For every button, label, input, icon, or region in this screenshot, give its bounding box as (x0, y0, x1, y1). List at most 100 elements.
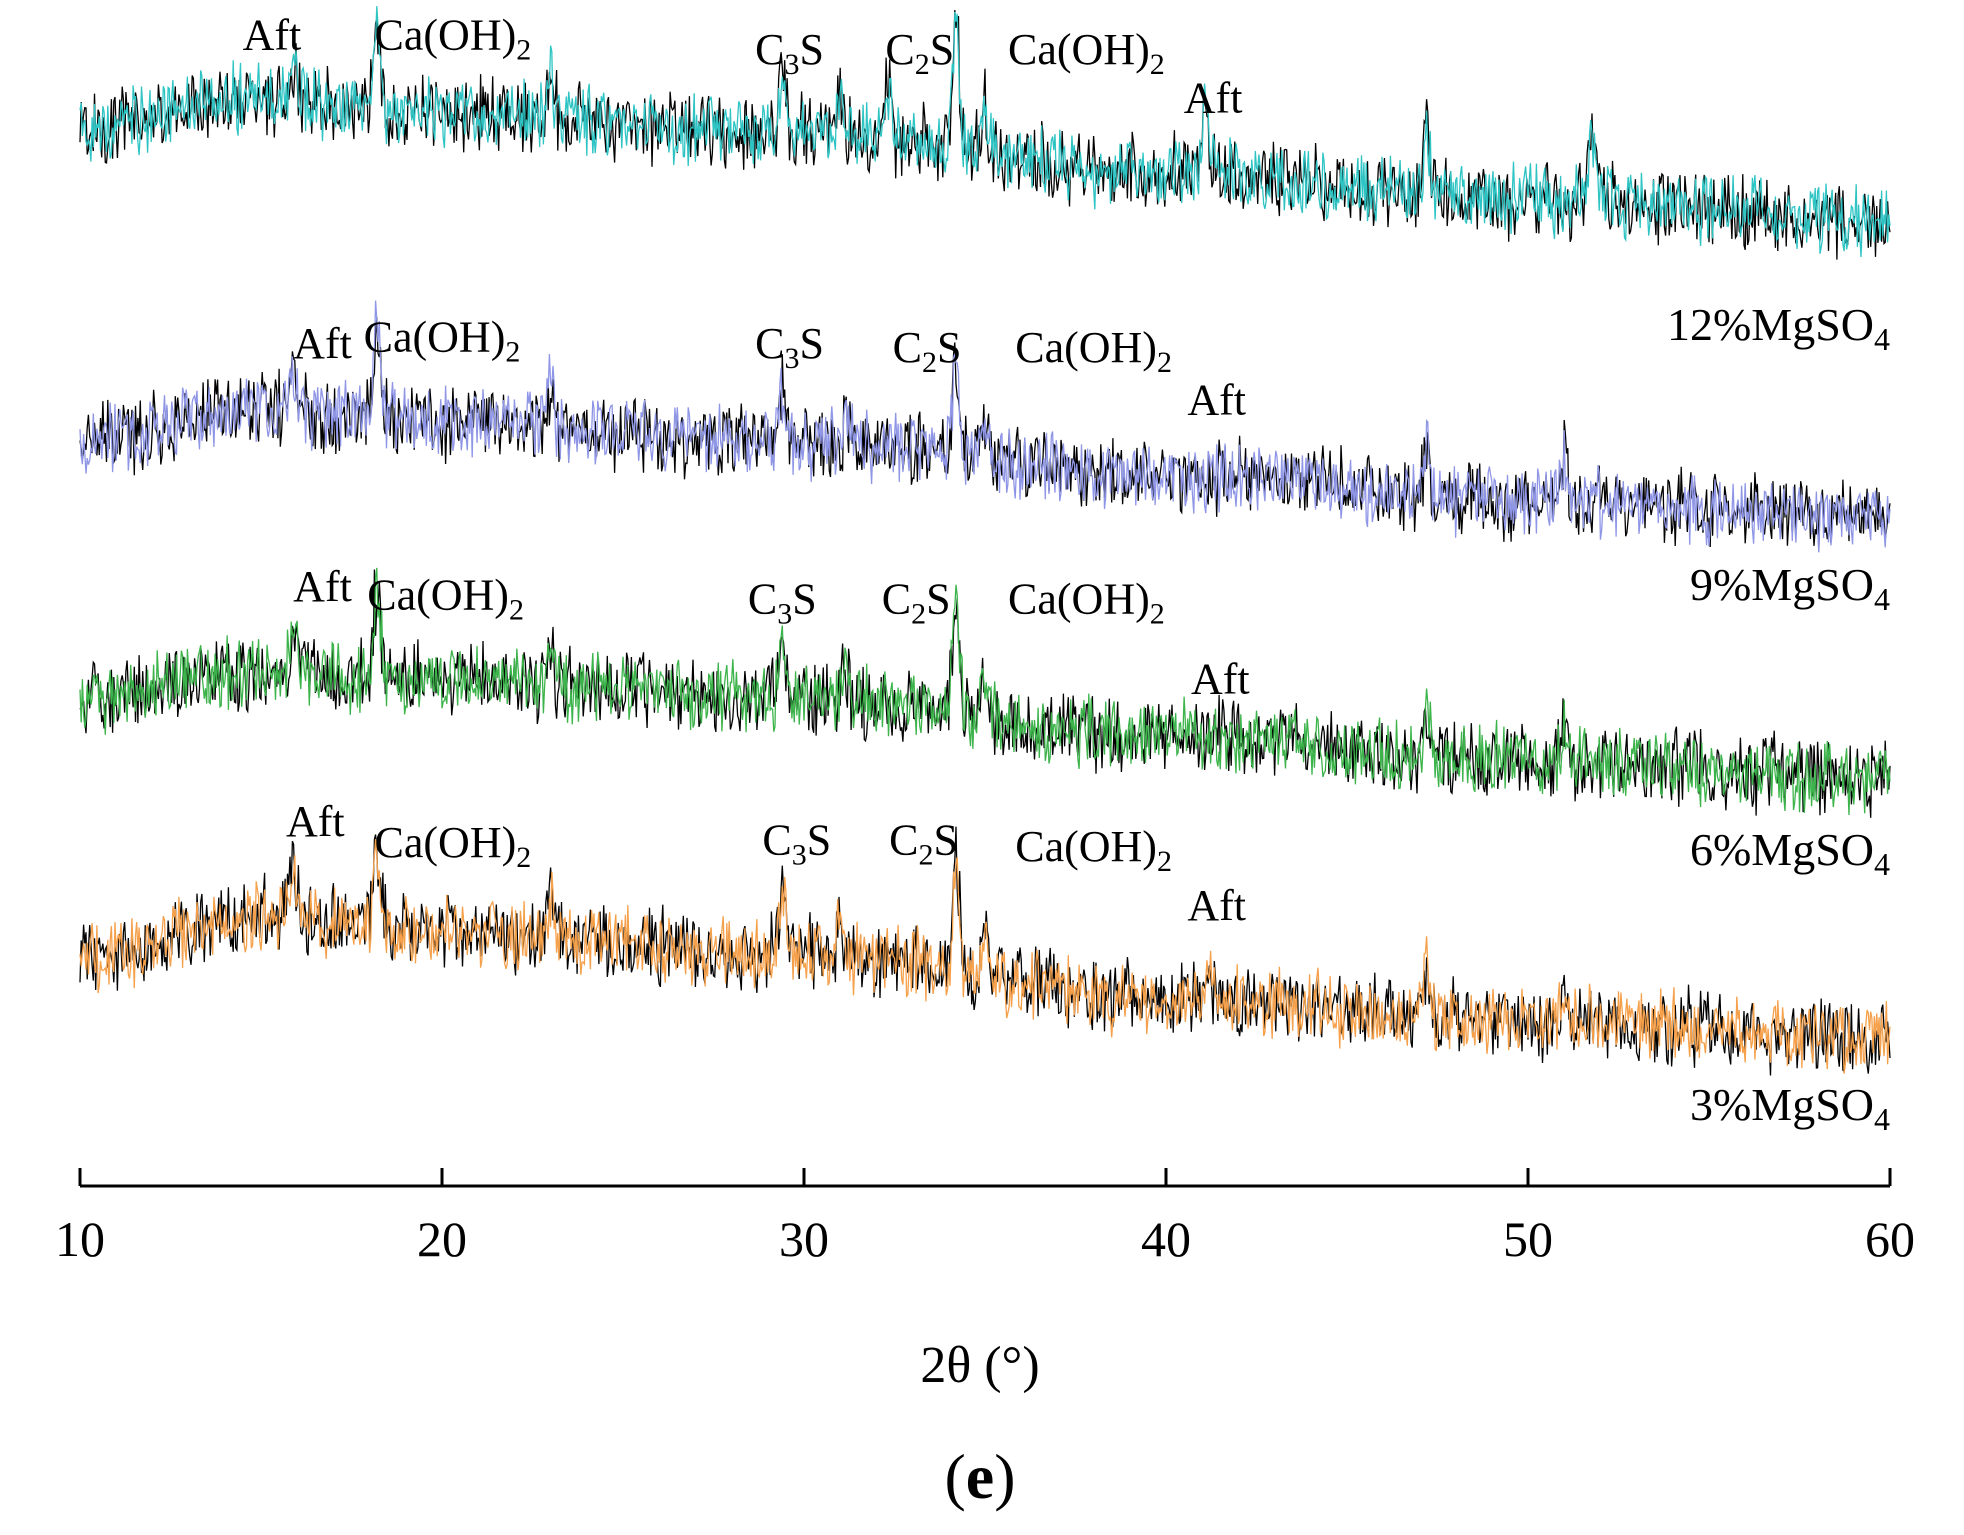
peak-label-tail: S (799, 319, 823, 368)
peak-label: Aft (243, 11, 302, 60)
peak-label-tail: S (792, 575, 816, 624)
peak-label: C3S (748, 575, 817, 631)
panel-label-open: ( (944, 1441, 965, 1512)
x-tick-label: 60 (1865, 1211, 1915, 1267)
peak-label: Aft (1184, 74, 1243, 123)
peak-label-tail: S (807, 816, 831, 865)
series-label-subscript: 4 (1874, 321, 1890, 357)
peak-label-main: Ca(OH) (1015, 822, 1157, 871)
series-3-pattern-line (79, 567, 1891, 816)
peak-label-subscript: 2 (915, 48, 930, 81)
peak-label: Ca(OH)2 (367, 570, 524, 626)
peak-label: Ca(OH)2 (1008, 25, 1165, 81)
peak-label-subscript: 2 (918, 839, 933, 872)
peak-label: Ca(OH)2 (1015, 822, 1172, 878)
x-tick-label: 40 (1141, 1211, 1191, 1267)
peak-label-subscript: 3 (784, 48, 799, 81)
series-label-subscript: 4 (1874, 1101, 1890, 1137)
peak-label-main: C (748, 575, 777, 624)
peak-label-main: C (755, 319, 784, 368)
peak-label-subscript: 2 (1157, 346, 1172, 379)
peak-label: C2S (885, 25, 954, 81)
panel-label-letter: e (966, 1441, 994, 1512)
peak-label-subscript: 2 (516, 34, 531, 67)
peak-label-main: Aft (293, 319, 352, 368)
series-1-reference-line (79, 10, 1891, 260)
peak-label: Ca(OH)2 (364, 313, 521, 369)
peak-label-subscript: 2 (911, 598, 926, 631)
peak-label-main: Aft (1184, 74, 1243, 123)
panel-label-close: ) (994, 1441, 1015, 1512)
peak-label: Ca(OH)2 (375, 11, 532, 67)
x-axis-title: 2θ (°) (920, 1337, 1039, 1394)
peak-label: C2S (882, 575, 951, 631)
series-2-label: 9%MgSO4 (1690, 559, 1890, 617)
peak-label-main: Ca(OH) (364, 313, 506, 362)
series-label-main: 9%MgSO (1690, 559, 1874, 610)
peak-label: Aft (1187, 376, 1246, 425)
peak-label-subscript: 2 (509, 593, 524, 626)
peak-label-main: Aft (286, 797, 345, 846)
peak-label-main: C (762, 816, 791, 865)
series-4-label: 3%MgSO4 (1690, 1079, 1890, 1137)
x-tick-label: 30 (779, 1211, 829, 1267)
x-tick-label: 10 (55, 1211, 105, 1267)
peak-label-main: C (755, 25, 784, 74)
peak-label: Ca(OH)2 (1015, 323, 1172, 379)
peak-label-main: Aft (293, 562, 352, 611)
peak-label-main: Aft (1187, 376, 1246, 425)
peak-label: Aft (286, 797, 345, 846)
series-label-main: 3%MgSO (1690, 1079, 1874, 1130)
peak-label: C3S (755, 319, 824, 375)
series-4-pattern-line (79, 838, 1891, 1074)
peak-label-main: Aft (1191, 654, 1250, 703)
peak-label-main: Ca(OH) (1008, 575, 1150, 624)
peak-label-main: C (889, 816, 918, 865)
series-label-main: 12%MgSO (1667, 299, 1874, 350)
peak-label-main: C (893, 323, 922, 372)
peak-label: C3S (755, 25, 824, 81)
peak-label-main: Ca(OH) (375, 818, 517, 867)
peak-label-subscript: 2 (1150, 48, 1165, 81)
peak-label-main: Aft (1187, 881, 1246, 930)
peak-label-subscript: 2 (1150, 598, 1165, 631)
peak-label-main: Ca(OH) (1008, 25, 1150, 74)
peak-label-subscript: 3 (784, 342, 799, 375)
peak-label-subscript: 2 (1157, 845, 1172, 878)
series-3-label: 6%MgSO4 (1690, 824, 1890, 882)
x-tick-label: 50 (1503, 1211, 1553, 1267)
peak-label-main: Aft (243, 11, 302, 60)
peak-label-tail: S (930, 25, 954, 74)
peak-label-tail: S (933, 816, 957, 865)
peak-label-subscript: 3 (792, 839, 807, 872)
peak-label-subscript: 2 (505, 336, 520, 369)
peak-label: C2S (889, 816, 958, 872)
peak-label-subscript: 2 (922, 346, 937, 379)
peak-label: Ca(OH)2 (375, 818, 532, 874)
series-4-reference-line (79, 826, 1891, 1076)
series-label-subscript: 4 (1874, 846, 1890, 882)
x-tick-label: 20 (417, 1211, 467, 1267)
peak-label-main: C (882, 575, 911, 624)
peak-label: C3S (762, 816, 831, 872)
peak-label-main: Ca(OH) (1015, 323, 1157, 372)
peak-label: Ca(OH)2 (1008, 575, 1165, 631)
series-label-main: 6%MgSO (1690, 824, 1874, 875)
peak-label-main: C (885, 25, 914, 74)
peak-label-subscript: 2 (516, 841, 531, 874)
series-1-pattern-line (79, 6, 1891, 258)
peak-label: Aft (293, 319, 352, 368)
series-1-label: 12%MgSO4 (1667, 299, 1890, 357)
peak-label-tail: S (937, 323, 961, 372)
series-2-pattern-line (79, 300, 1891, 553)
peak-label: Aft (1191, 654, 1250, 703)
x-axis: 10 20 30 40 50 60 (55, 1168, 1915, 1267)
peak-label-main: Ca(OH) (375, 11, 517, 60)
peak-label: Aft (1187, 881, 1246, 930)
